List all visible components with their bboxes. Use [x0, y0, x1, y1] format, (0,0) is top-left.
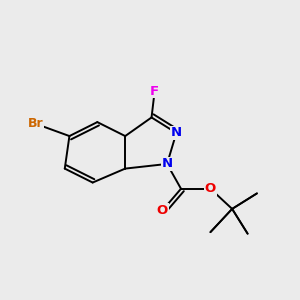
Text: O: O: [157, 204, 168, 217]
Text: F: F: [150, 85, 159, 98]
Text: N: N: [171, 127, 182, 140]
Text: N: N: [161, 158, 172, 170]
Text: O: O: [205, 182, 216, 195]
Text: Br: Br: [28, 117, 43, 130]
